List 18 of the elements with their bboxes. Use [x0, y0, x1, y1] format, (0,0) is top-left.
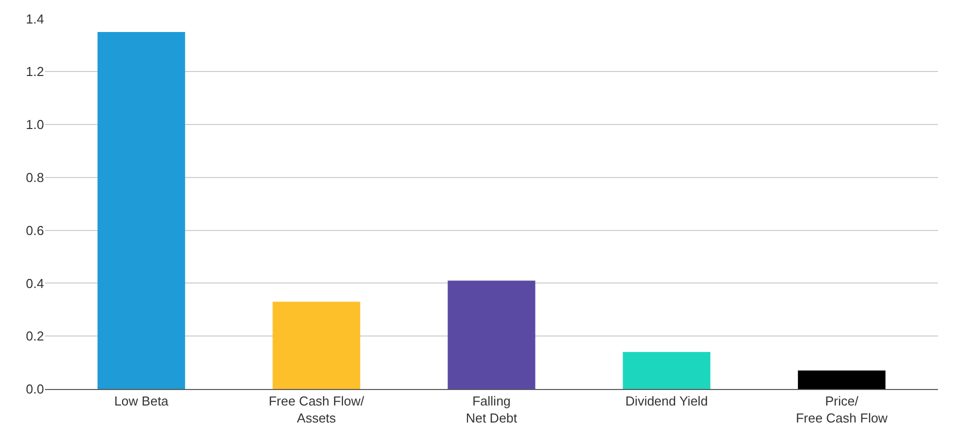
y-tick-label: 1.2 — [26, 64, 44, 80]
x-tick-label: Free Cash Flow/ Assets — [268, 394, 364, 426]
x-tick-label: Price/ Free Cash Flow — [796, 394, 888, 426]
x-tick-label: Dividend Yield — [625, 394, 708, 409]
y-tick-label: 0.8 — [26, 170, 44, 185]
y-tick-label: 0.4 — [26, 276, 44, 291]
bar — [272, 302, 360, 389]
y-tick-label: 0.0 — [26, 382, 44, 397]
y-tick-label: 1.4 — [26, 11, 44, 26]
bar — [98, 32, 186, 389]
bar — [622, 352, 710, 389]
bar — [798, 370, 886, 389]
bar — [448, 280, 536, 389]
y-tick-label: 0.2 — [26, 328, 44, 344]
y-tick-label: 0.6 — [26, 222, 44, 238]
x-tick-label: Falling Net Debt — [466, 394, 518, 426]
x-tick-label: Low Beta — [114, 394, 170, 409]
y-tick-label: 1.0 — [26, 117, 44, 132]
